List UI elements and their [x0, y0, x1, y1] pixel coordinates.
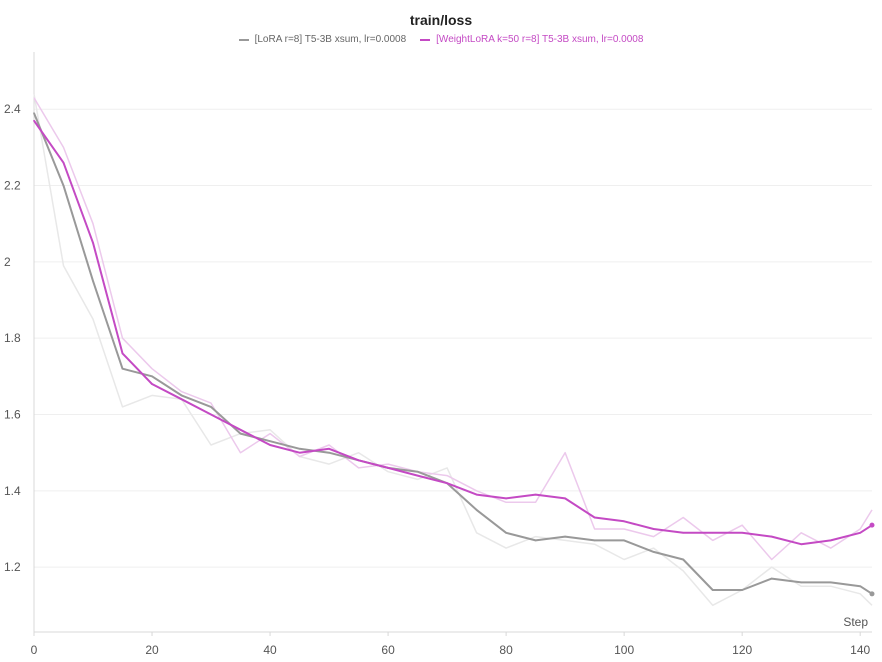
- legend-label-lora: [LoRA r=8] T5-3B xsum, lr=0.0008: [254, 34, 407, 45]
- series-point-1: [652, 528, 655, 530]
- series-point-0: [328, 451, 330, 454]
- series-point-0: [151, 375, 153, 378]
- series-point-1: [711, 531, 714, 534]
- series-point-0: [741, 589, 743, 591]
- x-axis-label: Step: [843, 615, 868, 629]
- series-point-1: [800, 543, 802, 546]
- series-line-0[interactable]: [33, 112, 873, 595]
- legend-item-lora[interactable]: [LoRA r=8] T5-3B xsum, lr=0.0008: [238, 34, 407, 45]
- x-tick-label: 0: [31, 643, 38, 657]
- series-point-1: [62, 161, 65, 164]
- y-tick-label: 1.4: [4, 484, 21, 498]
- series-point-0: [210, 406, 212, 408]
- series-point-1: [770, 535, 773, 538]
- x-tick-label: 120: [732, 643, 752, 657]
- y-tick-label: 2: [4, 255, 11, 269]
- series-point-1: [505, 497, 507, 500]
- legend-item-weightlora[interactable]: [WeightLoRA k=50 r=8] T5-3B xsum, lr=0.0…: [420, 34, 643, 45]
- series-point-0: [800, 581, 802, 584]
- y-tick-label: 1.8: [4, 331, 21, 345]
- series-line-1[interactable]: [33, 120, 873, 546]
- series-point-0: [652, 551, 655, 553]
- series-point-0: [682, 558, 684, 561]
- series-point-1: [859, 531, 861, 534]
- series-point-1: [623, 520, 625, 523]
- y-tick-label: 1.6: [4, 408, 21, 422]
- series-point-0: [859, 585, 861, 588]
- series-point-0: [829, 581, 832, 584]
- series-point-0: [416, 470, 419, 473]
- series-point-0: [92, 280, 94, 282]
- series-point-1: [387, 467, 389, 469]
- series-point-0: [564, 535, 566, 538]
- series-point-0: [121, 367, 124, 370]
- series-point-1: [741, 531, 743, 534]
- series-point-0: [239, 432, 242, 435]
- legend-swatch-weightlora: [420, 38, 431, 41]
- series-point-0: [33, 112, 35, 114]
- series-point-1: [357, 459, 360, 462]
- series-point-1: [682, 531, 684, 534]
- series-point-1: [151, 383, 153, 385]
- series-point-0: [711, 589, 714, 591]
- series-point-0: [298, 448, 301, 450]
- series-point-1: [869, 522, 875, 528]
- series-point-0: [869, 591, 875, 597]
- series-point-1: [564, 497, 566, 500]
- series-point-1: [33, 119, 35, 122]
- chart-title: train/loss: [409, 12, 473, 28]
- series-point-1: [328, 448, 330, 450]
- series-point-1: [593, 516, 596, 519]
- x-tick-label: 140: [850, 643, 870, 657]
- x-tick-label: 60: [381, 643, 395, 657]
- x-tick-label: 80: [499, 643, 513, 657]
- y-tick-label: 2.2: [4, 179, 21, 193]
- series-point-1: [210, 413, 212, 416]
- legend-label-weightlora: [WeightLoRA k=50 r=8] T5-3B xsum, lr=0.0…: [436, 34, 644, 45]
- x-tick-label: 40: [263, 643, 277, 657]
- series-point-0: [180, 394, 183, 397]
- series-point-0: [475, 509, 478, 511]
- series-point-1: [829, 539, 832, 542]
- series-point-0: [505, 531, 507, 534]
- series-raw-line-1: [33, 97, 873, 561]
- y-tick-label: 2.4: [4, 102, 21, 116]
- series-point-1: [121, 352, 124, 355]
- series-point-1: [475, 493, 478, 496]
- series-point-1: [416, 474, 419, 477]
- legend-swatch-lora: [238, 38, 249, 41]
- x-tick-label: 20: [145, 643, 159, 657]
- y-tick-label: 1.2: [4, 560, 21, 574]
- series-point-1: [269, 444, 271, 446]
- series-point-0: [269, 440, 271, 443]
- series-point-1: [180, 398, 183, 401]
- series-point-0: [770, 577, 773, 580]
- x-tick-label: 100: [614, 643, 634, 657]
- series-point-1: [92, 241, 94, 244]
- series-point-1: [239, 428, 242, 431]
- series-point-0: [534, 539, 537, 542]
- series-point-1: [446, 482, 448, 484]
- legend[interactable]: [LoRA r=8] T5-3B xsum, lr=0.0008 [Weight…: [0, 34, 882, 45]
- series-point-0: [623, 539, 625, 542]
- series-point-1: [298, 451, 301, 454]
- series-point-0: [593, 539, 596, 542]
- series-raw-line-0: [33, 93, 873, 607]
- series-point-0: [62, 184, 65, 187]
- series-point-1: [534, 493, 537, 496]
